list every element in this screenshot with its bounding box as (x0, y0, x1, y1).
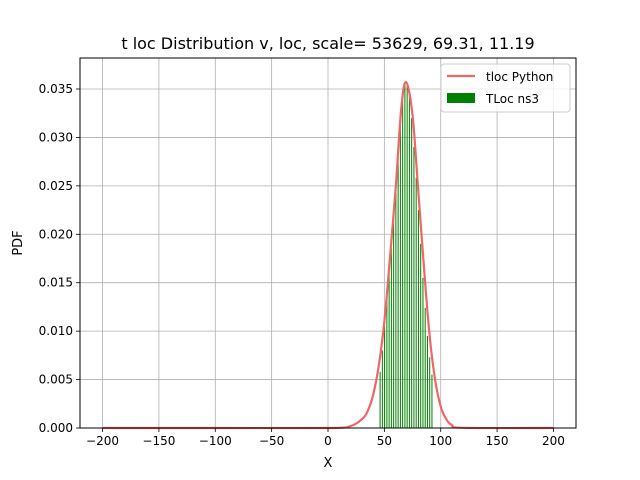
histogram-bar (379, 371, 381, 428)
histogram-bars (379, 83, 433, 429)
x-tick-label: −100 (199, 434, 232, 448)
y-tick-label: 0.030 (39, 130, 73, 144)
series-line-tloc-python (102, 81, 554, 430)
x-tick-label: −150 (142, 434, 175, 448)
histogram-bar (395, 181, 397, 428)
chart-title: t loc Distribution v, loc, scale= 53629,… (121, 34, 534, 53)
histogram-bar (390, 243, 392, 428)
histogram-bar (402, 98, 404, 428)
x-tick-label: −50 (259, 434, 284, 448)
histogram-bar (388, 273, 390, 428)
x-tick-label: −200 (86, 434, 119, 448)
histogram-bar (417, 210, 419, 428)
legend-label: TLoc ns3 (485, 92, 539, 106)
histogram-bar (384, 326, 386, 428)
legend-label: tloc Python (486, 70, 553, 84)
y-tick-label: 0.020 (39, 227, 73, 241)
histogram-bar (429, 357, 431, 428)
y-tick-label: 0.025 (39, 179, 73, 193)
histogram-bar (424, 307, 426, 428)
histogram-bar (431, 374, 433, 428)
y-axis-ticks: 0.000 0.005 0.010 0.015 0.020 0.025 0.030 0.035 (39, 82, 80, 435)
histogram-bar (404, 84, 406, 429)
histogram-bar (420, 243, 422, 428)
histogram-bar (381, 350, 383, 428)
y-axis-label: PDF (11, 230, 26, 255)
x-tick-label: 100 (429, 434, 452, 448)
legend: tloc Python TLoc ns3 (440, 63, 571, 113)
x-tick-label: 200 (542, 434, 565, 448)
series-lines (102, 81, 554, 430)
histogram-bar (399, 119, 401, 428)
x-axis-label: X (324, 456, 333, 471)
histogram-bar (411, 118, 413, 428)
histogram-bar (397, 147, 399, 428)
y-tick-label: 0.010 (39, 324, 73, 338)
y-tick-label: 0.005 (39, 373, 73, 387)
x-tick-label: 150 (486, 434, 509, 448)
x-tick-label: 0 (324, 434, 332, 448)
histogram-bar (386, 300, 388, 428)
y-tick-label: 0.000 (39, 421, 73, 435)
x-axis-ticks: −200 −150 −100 −50 0 50 100 150 200 (86, 428, 565, 448)
y-tick-label: 0.035 (39, 82, 73, 96)
histogram-bar (408, 93, 410, 428)
y-tick-label: 0.015 (39, 276, 73, 290)
x-tick-label: 50 (377, 434, 392, 448)
histogram-bar (393, 210, 395, 428)
histogram-bar (406, 83, 408, 429)
histogram-bar (415, 178, 417, 428)
histogram-bar (422, 277, 424, 428)
legend-swatch-bar (447, 93, 475, 103)
histogram-bar (413, 147, 415, 428)
histogram-bar (426, 335, 428, 428)
